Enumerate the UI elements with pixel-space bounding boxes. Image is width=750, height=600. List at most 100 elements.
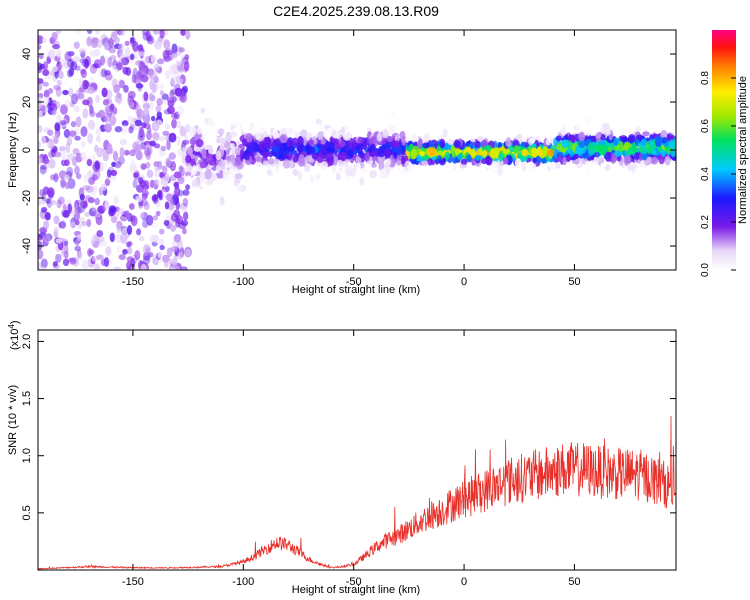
heatmap-cell — [570, 134, 576, 144]
heatmap-cell — [584, 160, 591, 169]
heatmap-cell — [103, 123, 112, 131]
heatmap-cell — [151, 222, 159, 229]
heatmap-cell — [298, 144, 304, 153]
heatmap-cell — [128, 126, 134, 134]
heatmap-cell — [96, 230, 104, 237]
heatmap-cell — [95, 127, 102, 137]
heatmap-cell — [521, 154, 528, 162]
heatmap-cell — [212, 111, 220, 122]
heatmap-cell — [140, 263, 147, 270]
heatmap-cell — [43, 220, 50, 230]
colorbar-tick-label: 0.8 — [700, 71, 711, 85]
heatmap-cell — [670, 149, 676, 158]
heatmap-cell — [81, 140, 86, 148]
heatmap-cell — [208, 148, 214, 155]
heatmap-cell — [95, 94, 101, 103]
y-tick-label: 0.5 — [21, 505, 33, 520]
heatmap-cell — [138, 125, 145, 137]
heatmap-cell — [161, 93, 169, 101]
heatmap-cell — [466, 161, 473, 167]
heatmap-cell — [157, 251, 163, 259]
heatmap-cell — [47, 87, 54, 95]
heatmap-cell — [154, 167, 160, 178]
heatmap-cell — [66, 166, 74, 178]
heatmap-cell — [217, 178, 223, 186]
heatmap-cell — [164, 70, 171, 80]
heatmap-cell — [145, 59, 150, 67]
heatmap-cell — [454, 148, 460, 155]
heatmap-cell — [40, 258, 48, 269]
heatmap-cell — [200, 107, 206, 114]
heatmap-cell — [38, 140, 41, 150]
heatmap-cell — [182, 211, 189, 221]
heatmap-cell — [141, 122, 147, 129]
heatmap-cell — [124, 149, 130, 156]
heatmap-cell — [149, 140, 156, 147]
heatmap-cell — [45, 198, 51, 205]
heatmap-cell — [513, 145, 520, 155]
heatmap-cell — [152, 132, 160, 141]
x-tick-label: -100 — [232, 576, 254, 588]
heatmap-cell — [82, 99, 90, 106]
heatmap-cell — [305, 162, 311, 172]
heatmap-cell — [79, 85, 84, 93]
heatmap-cell — [38, 92, 44, 99]
heatmap-cell — [320, 138, 326, 145]
x-tick-label: -50 — [346, 276, 362, 288]
heatmap-cell — [167, 99, 175, 108]
heatmap-cell — [157, 160, 162, 170]
colorbar-gradient — [712, 30, 736, 270]
heatmap-cell — [121, 120, 129, 127]
heatmap-cell — [134, 119, 143, 127]
heatmap-cell — [40, 207, 47, 214]
heatmap-cell — [169, 89, 175, 99]
heatmap-cell — [146, 214, 154, 226]
heatmap-cell — [453, 140, 462, 148]
heatmap-cell — [88, 249, 95, 255]
heatmap-cell — [162, 49, 170, 60]
heatmap-cell — [271, 165, 277, 175]
heatmap-cell — [460, 158, 468, 165]
heatmap-cell — [215, 150, 222, 161]
heatmap-cell — [272, 128, 279, 140]
heatmap-cell — [541, 164, 548, 175]
heatmap-cell — [664, 155, 671, 166]
heatmap-cell — [42, 37, 47, 44]
heatmap-cell — [116, 224, 121, 234]
heatmap-cell — [137, 130, 146, 141]
heatmap-cell — [105, 245, 112, 257]
snr-y-multiplier-base: (x10 — [9, 329, 21, 350]
heatmap-cell — [654, 135, 663, 145]
heatmap-cell — [123, 84, 129, 93]
heatmap-cell — [607, 146, 613, 153]
heatmap-cell — [129, 37, 135, 44]
heatmap-cell — [308, 146, 316, 155]
heatmap-cell — [39, 166, 47, 174]
heatmap-cell — [94, 144, 99, 153]
heatmap-cell — [62, 89, 69, 96]
heatmap-cell — [92, 63, 100, 69]
heatmap-cell — [170, 74, 177, 85]
heatmap-cell — [155, 119, 163, 127]
heatmap-cell — [74, 206, 82, 216]
heatmap-cell — [132, 41, 139, 52]
heatmap-cell — [439, 138, 446, 149]
heatmap-cell — [379, 168, 387, 179]
heatmap-cell — [320, 161, 329, 170]
heatmap-cell — [393, 164, 399, 175]
heatmap-cell — [38, 83, 43, 92]
heatmap-cell — [171, 118, 177, 129]
heatmap-cell — [447, 138, 454, 146]
heatmap-cell — [600, 133, 606, 141]
heatmap-cell — [358, 153, 366, 159]
heatmap-cell — [229, 143, 235, 149]
heatmap-cell — [357, 136, 365, 144]
heatmap-cell — [95, 238, 101, 246]
heatmap-cell — [234, 173, 243, 180]
heatmap-cell — [87, 119, 96, 130]
heatmap-cell — [286, 137, 294, 147]
heatmap-cell — [143, 107, 149, 118]
heatmap-cell — [129, 149, 136, 157]
heatmap-cell — [77, 248, 82, 259]
heatmap-cell — [141, 66, 147, 75]
